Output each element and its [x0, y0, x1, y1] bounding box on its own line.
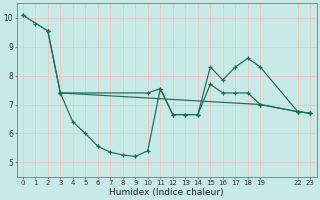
X-axis label: Humidex (Indice chaleur): Humidex (Indice chaleur)	[109, 188, 224, 197]
